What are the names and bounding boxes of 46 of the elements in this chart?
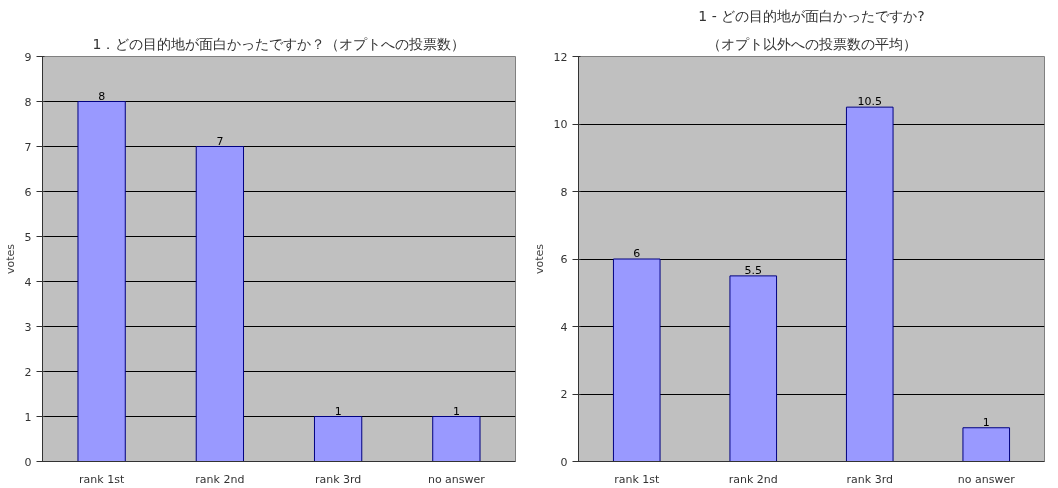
bar [432, 416, 481, 462]
y-tick-label: 3 [24, 320, 32, 334]
y-tick-label: 6 [24, 185, 32, 199]
x-tick-label: rank 2nd [195, 472, 245, 486]
bar [845, 106, 894, 462]
y-tick-label: 2 [560, 388, 568, 401]
chart-subtitle: （オプト以外への投票数の平均） [706, 35, 917, 52]
y-tick-label: 10 [553, 118, 568, 131]
y-tick-label: 12 [553, 50, 568, 64]
bar [612, 258, 661, 462]
x-tick-label: rank 1st [79, 472, 125, 486]
chart-title: 1．どの目的地が面白かったですか？（オプトへの投票数） [92, 35, 466, 52]
y-tick-label: 4 [24, 275, 32, 289]
bar [729, 275, 778, 462]
x-tick-label: no answer [427, 472, 486, 486]
bar [195, 146, 245, 462]
y-tick-label: 2 [24, 365, 32, 379]
data-label: 1 [982, 415, 990, 429]
y-tick-label: 4 [560, 320, 568, 334]
y-tick-label: 7 [24, 140, 32, 154]
x-tick-label: rank 2nd [728, 472, 778, 486]
data-label: 8 [98, 89, 106, 103]
data-label: 5.5 [744, 263, 762, 277]
y-tick-label: 1 [24, 410, 32, 424]
bar [962, 427, 1011, 462]
y-tick-label: 9 [24, 50, 32, 64]
y-tick-label: 0 [24, 455, 32, 469]
bar [77, 101, 126, 462]
y-tick-label: 8 [560, 185, 568, 199]
y-tick-label: 8 [24, 95, 32, 109]
y-axis-title: votes [3, 243, 17, 275]
bar [313, 416, 363, 462]
x-tick-label: rank 1st [614, 472, 661, 486]
x-tick-label: no answer [957, 472, 1016, 486]
y-axis-title: votes [532, 243, 546, 275]
x-tick-label: rank 3rd [314, 472, 362, 486]
x-tick-label: rank 3rd [846, 472, 893, 486]
data-label: 1 [334, 404, 342, 418]
y-tick-label: 6 [560, 253, 568, 266]
chart-title: 1 - どの目的地が面白かったですか? [698, 7, 925, 24]
data-label: 1 [452, 404, 460, 418]
y-tick-label: 5 [24, 230, 32, 244]
data-label: 10.5 [857, 95, 882, 109]
data-label: 6 [633, 247, 641, 260]
data-label: 7 [216, 134, 224, 148]
y-tick-label: 0 [560, 455, 568, 469]
